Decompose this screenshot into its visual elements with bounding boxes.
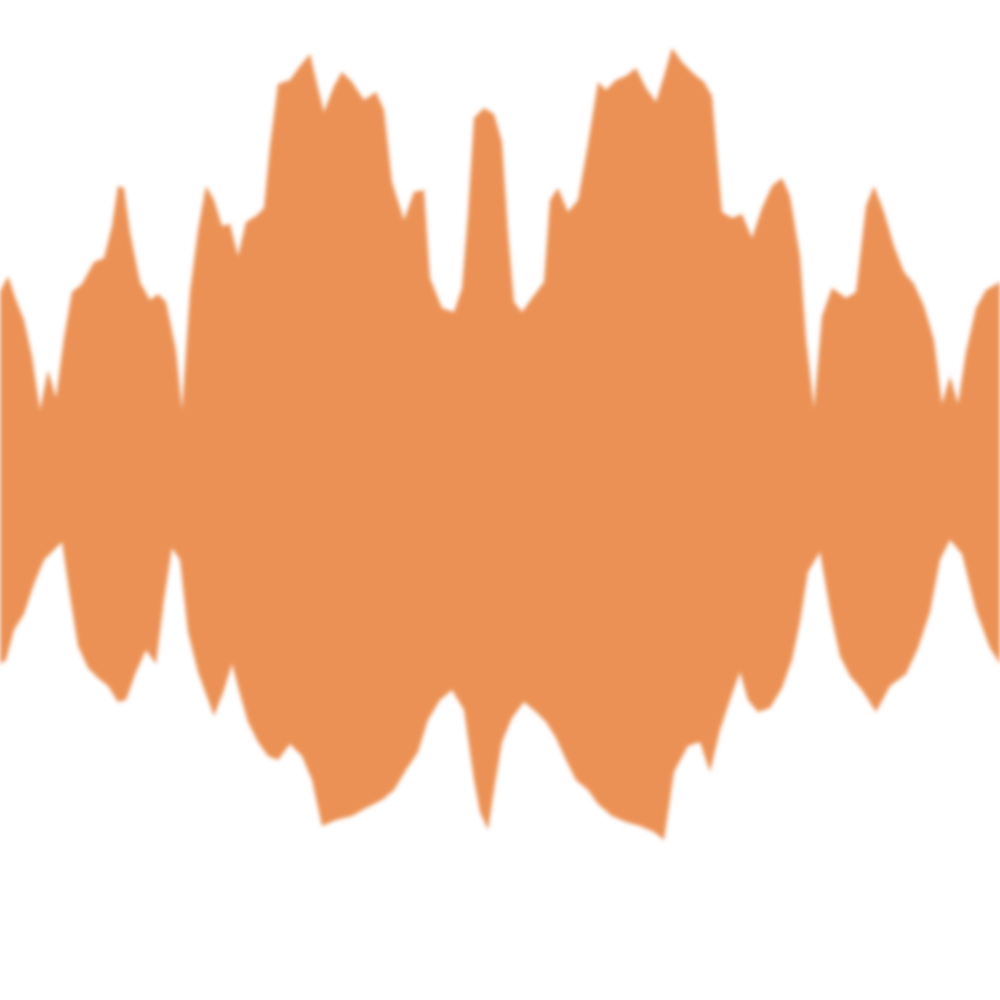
waveform-shape <box>0 48 1000 840</box>
